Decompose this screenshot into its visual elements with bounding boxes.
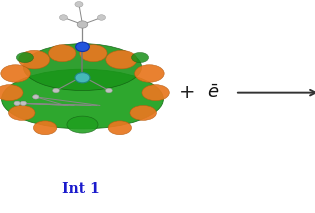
Circle shape — [75, 73, 90, 83]
Text: C: C — [314, 108, 315, 122]
Ellipse shape — [142, 85, 169, 101]
Circle shape — [20, 101, 26, 105]
Ellipse shape — [0, 85, 23, 101]
Circle shape — [76, 42, 89, 52]
Ellipse shape — [2, 69, 163, 129]
Circle shape — [106, 88, 112, 93]
Circle shape — [20, 101, 26, 105]
Ellipse shape — [108, 121, 131, 135]
Circle shape — [33, 95, 39, 99]
Circle shape — [60, 15, 67, 20]
Circle shape — [53, 88, 60, 93]
Ellipse shape — [33, 121, 57, 135]
Circle shape — [14, 101, 20, 105]
Ellipse shape — [135, 65, 164, 82]
Text: +: + — [179, 83, 195, 102]
Ellipse shape — [49, 45, 76, 62]
Circle shape — [75, 1, 83, 7]
Circle shape — [33, 95, 39, 99]
Ellipse shape — [106, 50, 137, 69]
Circle shape — [77, 21, 88, 28]
Ellipse shape — [67, 116, 98, 133]
Ellipse shape — [80, 45, 107, 62]
Ellipse shape — [23, 44, 142, 91]
Text: $\bar{e}$: $\bar{e}$ — [207, 84, 219, 102]
Ellipse shape — [130, 105, 157, 120]
Ellipse shape — [9, 105, 35, 120]
Circle shape — [97, 15, 106, 20]
Ellipse shape — [131, 52, 149, 63]
Ellipse shape — [1, 65, 30, 82]
Ellipse shape — [16, 52, 33, 63]
Ellipse shape — [19, 50, 50, 69]
Text: Int 1: Int 1 — [62, 181, 100, 196]
Circle shape — [14, 101, 20, 105]
